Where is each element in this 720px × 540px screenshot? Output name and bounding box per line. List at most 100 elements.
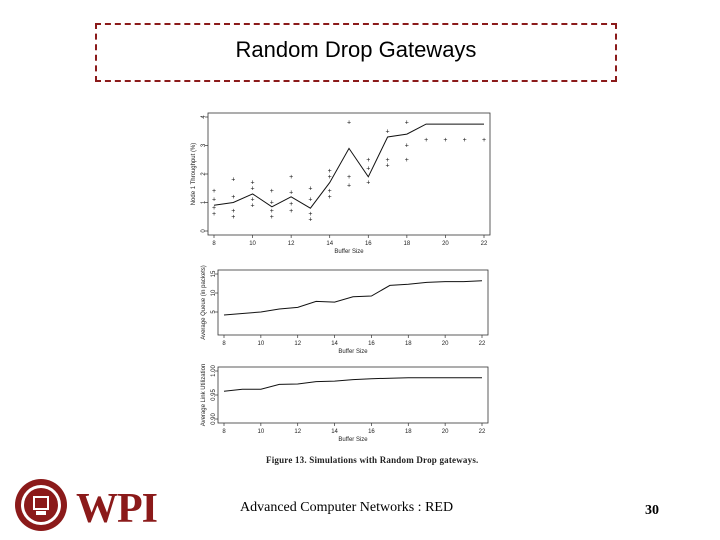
data-point: +: [270, 214, 274, 221]
x-tick-label: 14: [326, 241, 333, 247]
data-point: +: [270, 208, 274, 215]
data-point: +: [212, 188, 216, 195]
data-point: +: [328, 194, 332, 201]
data-point: +: [463, 137, 467, 144]
x-tick-label: 18: [405, 341, 412, 347]
data-point: +: [251, 180, 255, 187]
data-point: +: [289, 190, 293, 197]
data-point: +: [405, 120, 409, 127]
data-point: +: [424, 137, 428, 144]
x-tick-label: 12: [288, 241, 295, 247]
y-tick-label: 10: [211, 289, 217, 296]
figure-panel: 8 10 12 14 16 18 20 22 0 1 2 3 4 Buffer Size Node 1 Th…: [190, 105, 500, 470]
x-tick-label: 14: [331, 341, 338, 347]
logo-text: WPI: [76, 486, 157, 532]
data-point: +: [270, 188, 274, 195]
series-line: [223, 377, 482, 392]
data-point: +: [347, 182, 351, 189]
data-point: +: [366, 157, 370, 164]
x-tick-label: 10: [258, 429, 265, 435]
series-line: [213, 123, 484, 209]
data-point: +: [251, 185, 255, 192]
x-tick-label: 20: [442, 241, 449, 247]
data-point: +: [328, 168, 332, 175]
x-tick-label: 20: [442, 341, 449, 347]
data-point: +: [347, 174, 351, 181]
data-point: +: [212, 211, 216, 218]
x-tick-label: 16: [365, 241, 372, 247]
x-axis-label: Buffer Size: [334, 249, 364, 255]
data-point: +: [308, 185, 312, 192]
data-point: +: [212, 205, 216, 212]
data-point: +: [328, 174, 332, 181]
slide-title-box: Random Drop Gateways: [95, 23, 617, 82]
x-axis-label: Buffer Size: [338, 437, 368, 443]
y-tick-label: 2: [201, 172, 207, 176]
data-point: +: [289, 174, 293, 181]
x-tick-label: 12: [294, 341, 301, 347]
y-axis-label: Average Queue (in packets): [201, 265, 207, 340]
x-tick-label: 16: [368, 341, 375, 347]
chart-3: 8 10 12 14 16 18 20 22 0.90 0.95 1.00 Buffer Size Av…: [201, 364, 489, 443]
x-tick-label: 8: [212, 241, 216, 247]
x-tick-label: 12: [294, 429, 301, 435]
y-tick-label: 15: [211, 270, 217, 277]
data-point: +: [482, 137, 486, 144]
x-tick-label: 22: [481, 241, 488, 247]
figure-caption: Figure 13. Simulations with Random Drop …: [266, 455, 479, 465]
x-tick-label: 8: [222, 429, 226, 435]
data-point: +: [328, 188, 332, 195]
x-tick-label: 10: [258, 341, 265, 347]
data-point: +: [231, 194, 235, 201]
data-point: +: [231, 208, 235, 215]
plot-frame: [217, 269, 489, 336]
y-tick-label: 1: [201, 200, 207, 204]
data-point: +: [386, 128, 390, 135]
y-tick-label: 0.90: [211, 413, 217, 425]
x-tick-label: 18: [405, 429, 412, 435]
x-tick-label: 18: [404, 241, 411, 247]
chart-2: 8 10 12 14 16 18 20 22 5 10 15 Buffer Size Average Q…: [201, 265, 489, 355]
x-tick-label: 22: [479, 429, 486, 435]
x-tick-label: 16: [368, 429, 375, 435]
data-point: +: [251, 197, 255, 204]
data-point: +: [308, 197, 312, 204]
data-point: +: [443, 137, 447, 144]
data-point: +: [347, 120, 351, 127]
x-tick-label: 10: [249, 241, 256, 247]
data-point: +: [231, 214, 235, 221]
slide-title: Random Drop Gateways: [235, 36, 477, 62]
data-point: +: [366, 180, 370, 187]
series-line: [223, 280, 483, 316]
y-tick-label: 3: [201, 143, 207, 147]
data-point: +: [212, 197, 216, 204]
data-point: +: [270, 200, 274, 207]
data-point: +: [405, 157, 409, 164]
y-tick-label: 4: [201, 115, 207, 119]
data-point: +: [231, 177, 235, 184]
y-tick-label: 0: [201, 229, 207, 233]
x-axis-label: Buffer Size: [338, 349, 368, 355]
data-point: +: [366, 165, 370, 172]
y-axis-label: Node 1 Throughput (%): [191, 143, 197, 206]
x-tick-label: 8: [222, 341, 226, 347]
page-number: 30: [645, 503, 659, 518]
data-point: +: [308, 211, 312, 218]
x-tick-label: 14: [331, 429, 338, 435]
wpi-logo: WPI: [15, 479, 158, 532]
y-tick-label: 0.95: [211, 389, 217, 401]
y-axis-label: Average Link Utilization: [201, 364, 207, 427]
data-point: +: [289, 201, 293, 208]
data-point: +: [308, 217, 312, 224]
y-tick-label: 1.00: [211, 365, 217, 377]
x-tick-label: 22: [479, 341, 486, 347]
x-tick-label: 20: [442, 429, 449, 435]
data-point: +: [289, 208, 293, 215]
data-point: +: [386, 157, 390, 164]
data-point: +: [251, 202, 255, 209]
plot-frame: [217, 366, 489, 424]
wpi-seal-icon: [15, 479, 67, 531]
y-tick-label: 5: [211, 310, 217, 314]
